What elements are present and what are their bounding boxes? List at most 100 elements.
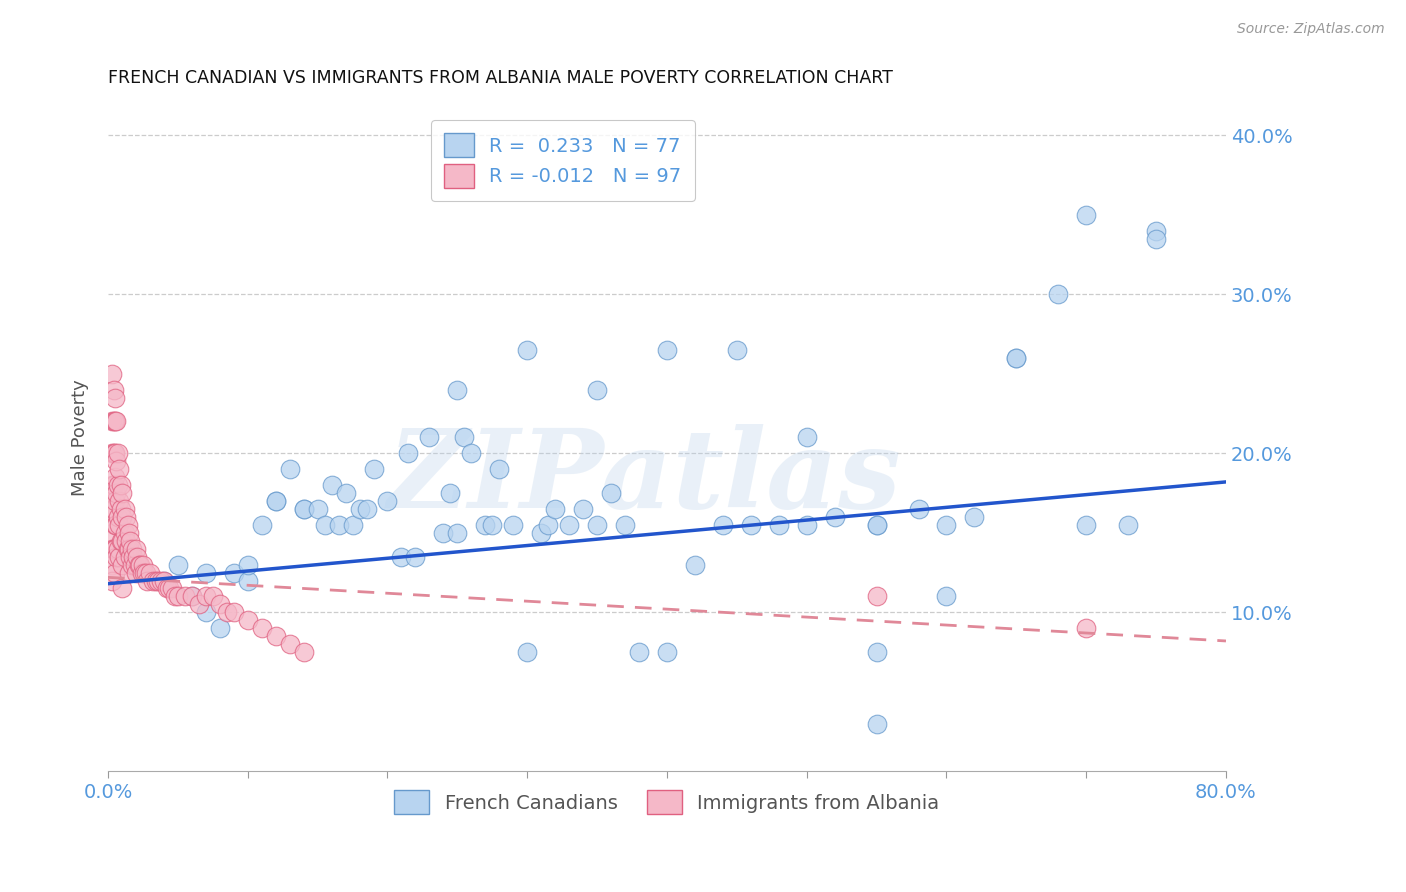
Point: [824, 509, 846, 524]
Point: [1047, 287, 1070, 301]
Point: [208, 621, 231, 635]
Point: [103, 478, 125, 492]
Point: [101, 414, 124, 428]
Point: [127, 549, 149, 564]
Point: [530, 525, 553, 540]
Point: [117, 541, 139, 556]
Point: [796, 430, 818, 444]
Point: [107, 446, 129, 460]
Point: [1076, 621, 1098, 635]
Point: [132, 558, 155, 572]
Point: [963, 509, 986, 524]
Point: [118, 525, 141, 540]
Point: [105, 486, 128, 500]
Point: [292, 645, 315, 659]
Point: [107, 541, 129, 556]
Point: [105, 414, 128, 428]
Point: [201, 590, 224, 604]
Point: [446, 525, 468, 540]
Point: [264, 494, 287, 508]
Point: [537, 517, 560, 532]
Point: [328, 517, 350, 532]
Point: [104, 391, 127, 405]
Point: [1005, 351, 1028, 365]
Point: [865, 645, 887, 659]
Point: [418, 430, 440, 444]
Point: [321, 478, 343, 492]
Point: [432, 525, 454, 540]
Point: [101, 558, 124, 572]
Point: [105, 549, 128, 564]
Point: [101, 525, 124, 540]
Point: [307, 502, 329, 516]
Point: [363, 462, 385, 476]
Point: [104, 541, 127, 556]
Point: [516, 343, 538, 357]
Point: [439, 486, 461, 500]
Point: [446, 383, 468, 397]
Point: [105, 517, 128, 532]
Y-axis label: Male Poverty: Male Poverty: [72, 379, 89, 496]
Point: [278, 637, 301, 651]
Point: [110, 478, 132, 492]
Point: [711, 517, 734, 532]
Point: [236, 558, 259, 572]
Point: [107, 509, 129, 524]
Point: [111, 486, 134, 500]
Point: [292, 502, 315, 516]
Point: [865, 517, 887, 532]
Point: [145, 574, 167, 588]
Point: [108, 462, 131, 476]
Point: [865, 517, 887, 532]
Point: [153, 574, 176, 588]
Point: [935, 517, 957, 532]
Point: [544, 502, 567, 516]
Point: [264, 629, 287, 643]
Point: [391, 549, 413, 564]
Point: [111, 509, 134, 524]
Point: [236, 574, 259, 588]
Point: [103, 383, 125, 397]
Point: [103, 446, 125, 460]
Point: [118, 541, 141, 556]
Point: [110, 502, 132, 516]
Point: [165, 590, 187, 604]
Point: [104, 414, 127, 428]
Point: [156, 582, 179, 596]
Point: [502, 517, 524, 532]
Point: [278, 462, 301, 476]
Point: [180, 590, 202, 604]
Point: [356, 502, 378, 516]
Point: [115, 509, 138, 524]
Point: [121, 558, 143, 572]
Point: [586, 517, 609, 532]
Point: [121, 541, 143, 556]
Point: [314, 517, 336, 532]
Point: [101, 502, 124, 516]
Point: [108, 494, 131, 508]
Point: [187, 598, 209, 612]
Point: [222, 605, 245, 619]
Point: [129, 558, 152, 572]
Point: [481, 517, 503, 532]
Point: [114, 549, 136, 564]
Text: Source: ZipAtlas.com: Source: ZipAtlas.com: [1237, 22, 1385, 37]
Point: [101, 486, 124, 500]
Point: [150, 574, 173, 588]
Point: [292, 502, 315, 516]
Point: [453, 430, 475, 444]
Point: [865, 716, 887, 731]
Point: [108, 517, 131, 532]
Point: [124, 558, 146, 572]
Point: [142, 574, 165, 588]
Point: [108, 549, 131, 564]
Point: [162, 582, 184, 596]
Point: [740, 517, 762, 532]
Point: [586, 383, 609, 397]
Point: [1005, 351, 1028, 365]
Point: [173, 590, 195, 604]
Text: ZIPatlas: ZIPatlas: [388, 424, 901, 532]
Point: [101, 478, 124, 492]
Point: [907, 502, 929, 516]
Point: [114, 525, 136, 540]
